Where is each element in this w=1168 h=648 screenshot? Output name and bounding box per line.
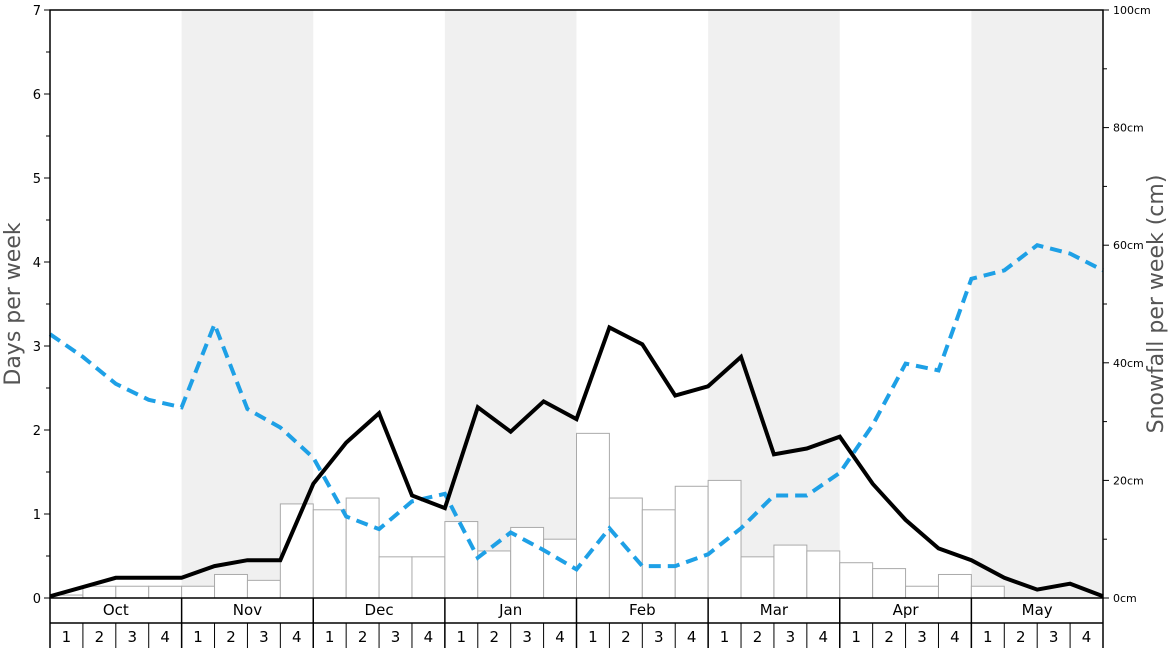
week-label: 1 — [851, 628, 861, 646]
month-label: Mar — [760, 601, 789, 619]
snowfall-bar — [674, 485, 709, 599]
week-label: 2 — [226, 628, 236, 646]
week-label: 2 — [95, 628, 105, 646]
week-label: 3 — [654, 628, 664, 646]
left-tick-label: 4 — [33, 256, 41, 271]
week-label: 2 — [489, 628, 499, 646]
month-label: May — [1022, 601, 1053, 619]
snowfall-bar — [312, 509, 347, 599]
right-tick-label: 20cm — [1113, 474, 1144, 487]
week-label: 2 — [358, 628, 368, 646]
week-label: 4 — [555, 628, 565, 646]
snowfall-bar — [641, 509, 676, 599]
month-label: Feb — [629, 601, 656, 619]
right-tick-label: 100cm — [1113, 4, 1151, 17]
left-tick-label: 1 — [33, 508, 41, 523]
solid-series-line — [49, 324, 1104, 599]
left-axis-title: Days per week — [1, 222, 26, 385]
week-label: 4 — [819, 628, 829, 646]
month-label: Jan — [498, 601, 522, 619]
week-label: 2 — [884, 628, 894, 646]
week-label: 1 — [457, 628, 467, 646]
snowfall-bar — [246, 579, 281, 599]
week-label: 1 — [325, 628, 335, 646]
week-label: 2 — [753, 628, 763, 646]
week-label: 2 — [621, 628, 631, 646]
right-tick-label: 80cm — [1113, 122, 1144, 135]
snowfall-bar — [181, 585, 216, 599]
snowfall-bar — [970, 585, 1005, 599]
series-lines — [48, 243, 1104, 599]
month-label: Apr — [893, 601, 920, 619]
left-axis: 0 1 2 3 4 5 6 7 — [33, 4, 50, 607]
month-band-jan — [444, 10, 577, 598]
snowfall-bar — [905, 585, 939, 599]
snowfall-bar — [477, 550, 512, 599]
left-tick-label: 6 — [33, 88, 41, 103]
snowfall-bar — [115, 585, 150, 599]
snowfall-bar — [378, 556, 413, 599]
snowfall-bar — [214, 573, 248, 599]
left-tick-label: 3 — [33, 340, 41, 355]
week-label: 3 — [522, 628, 532, 646]
snowfall-bar — [148, 585, 183, 599]
week-label: 1 — [193, 628, 203, 646]
left-tick-label: 7 — [33, 4, 41, 19]
week-label: 1 — [62, 628, 72, 646]
snowfall-bar — [510, 526, 545, 599]
snowfall-bar — [444, 521, 479, 599]
week-label: 3 — [1049, 628, 1059, 646]
week-label: 1 — [983, 628, 993, 646]
left-tick-label: 2 — [33, 424, 41, 439]
month-bands — [181, 10, 1103, 598]
snowfall-bar — [411, 556, 446, 599]
week-label: 4 — [1082, 628, 1092, 646]
snowfall-bar — [806, 550, 841, 599]
week-axis: 1 2 3 4 1 2 3 4 1 2 3 4 1 2 3 4 1 2 3 4 1 2 3 4 1 2 3 4 1 2 3 4 — [49, 623, 1092, 648]
week-label: 4 — [950, 628, 960, 646]
right-axis-title: Snowfall per week (cm) — [1144, 175, 1168, 434]
week-label: 3 — [786, 628, 796, 646]
snowfall-bar — [740, 556, 775, 599]
week-label: 4 — [160, 628, 170, 646]
snowfall-bar — [576, 432, 610, 599]
snowfall-bar — [543, 538, 577, 599]
week-label: 4 — [687, 628, 697, 646]
snowfall-bar — [82, 585, 117, 599]
snowfall-bar — [345, 497, 380, 599]
snowfall-bar — [773, 544, 808, 599]
right-tick-label: 60cm — [1113, 239, 1144, 252]
right-tick-label: 0cm — [1113, 592, 1137, 605]
snowfall-bar — [937, 573, 972, 599]
left-tick-label: 5 — [33, 172, 41, 187]
snowfall-bar — [839, 562, 874, 599]
left-tick-label: 0 — [33, 592, 41, 607]
week-label: 3 — [259, 628, 269, 646]
week-label: 1 — [588, 628, 598, 646]
dashed-series-line — [48, 243, 1104, 573]
week-label: 3 — [391, 628, 401, 646]
snowfall-bar — [872, 568, 907, 599]
week-label: 4 — [292, 628, 302, 646]
week-label: 3 — [127, 628, 137, 646]
month-label: Oct — [103, 601, 129, 619]
week-label: 2 — [1016, 628, 1026, 646]
month-band-may — [971, 10, 1103, 598]
week-label: 3 — [917, 628, 927, 646]
month-band-nov — [181, 10, 314, 598]
week-label: 4 — [424, 628, 434, 646]
right-tick-label: 40cm — [1113, 357, 1144, 370]
month-label: Dec — [365, 601, 394, 619]
month-label: Nov — [233, 601, 262, 619]
right-axis: 0cm 20cm 40cm 60cm 80cm 100cm — [1103, 4, 1151, 605]
week-label: 1 — [720, 628, 730, 646]
